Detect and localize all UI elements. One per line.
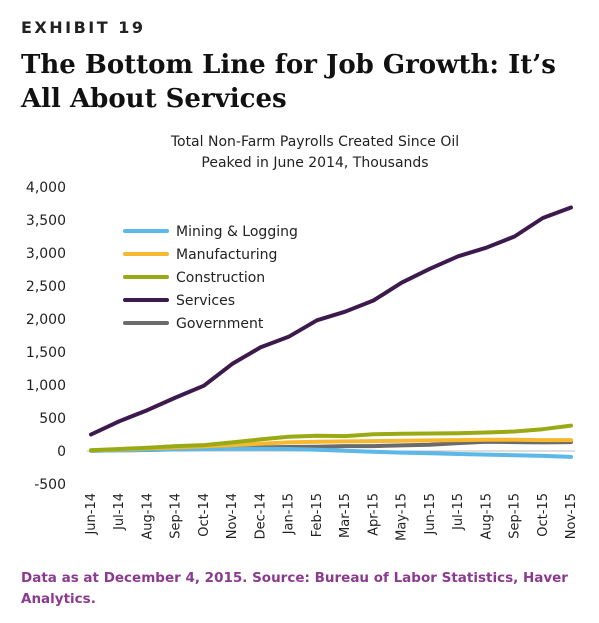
legend-label: Services: [176, 293, 235, 309]
x-tick-label: Dec-14: [253, 493, 268, 539]
y-tick-label: 2,000: [26, 312, 66, 328]
source-footnote: Data as at December 4, 2015. Source: Bur…: [21, 570, 568, 607]
x-tick-label: Jun-14: [84, 493, 99, 536]
x-tick-label: Jul-14: [112, 493, 127, 531]
x-tick-label: Oct-14: [197, 493, 212, 537]
exhibit-label: EXHIBIT 19: [21, 18, 146, 37]
legend-label: Manufacturing: [176, 247, 277, 263]
y-tick-label: 4,000: [26, 180, 66, 196]
legend-label: Construction: [176, 270, 265, 286]
x-tick-label: Sep-15: [508, 493, 523, 539]
y-tick-label: 1,000: [26, 378, 66, 394]
x-tick-label: Feb-15: [310, 493, 325, 537]
legend-label: Mining & Logging: [176, 224, 298, 240]
x-tick-label: Mar-15: [338, 493, 353, 538]
x-tick-label: Nov-14: [225, 493, 240, 539]
series-line-mining-logging: [89, 446, 573, 459]
series-line-construction: [89, 423, 573, 453]
x-tick-label: Sep-14: [169, 493, 184, 539]
x-tick-label: Aug-14: [140, 493, 155, 540]
chart-title-line-1: Total Non-Farm Payrolls Created Since Oi…: [170, 134, 460, 150]
x-tick-label: Jan-15: [282, 493, 297, 535]
x-tick-label: Oct-15: [536, 493, 551, 537]
x-tick-label: Aug-15: [479, 493, 494, 540]
y-tick-label: 1,500: [26, 345, 66, 361]
legend-label: Government: [176, 316, 264, 332]
y-tick-label: 0: [57, 444, 66, 460]
y-tick-label: -500: [34, 477, 66, 493]
y-tick-label: 3,500: [26, 213, 66, 229]
y-tick-label: 3,000: [26, 246, 66, 262]
x-tick-label: Apr-15: [366, 493, 381, 536]
page-title: The Bottom Line for Job Growth: It’s All…: [21, 50, 556, 114]
x-tick-label: Jun-15: [423, 493, 438, 536]
x-tick-label: May-15: [395, 493, 410, 541]
series-line-services: [89, 205, 573, 437]
chart-title: Total Non-Farm Payrolls Created Since Oi…: [150, 132, 480, 174]
chart-title-line-2: Peaked in June 2014, Thousands: [201, 155, 429, 171]
y-tick-label: 2,500: [26, 279, 66, 295]
x-tick-label: Nov-15: [564, 493, 579, 539]
y-tick-label: 500: [39, 411, 66, 427]
x-tick-label: Jul-15: [451, 493, 466, 531]
